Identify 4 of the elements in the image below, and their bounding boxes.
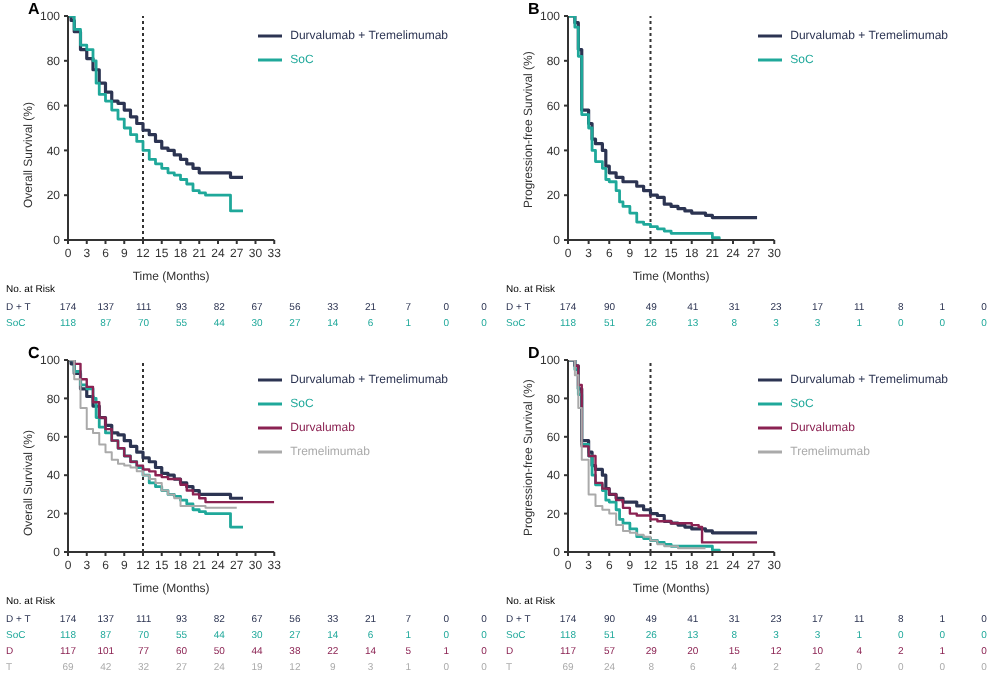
chart-title: D bbox=[528, 344, 540, 362]
chart-title: A bbox=[28, 0, 40, 18]
chart-title: C bbox=[28, 344, 40, 362]
chart-title: B bbox=[528, 0, 540, 18]
